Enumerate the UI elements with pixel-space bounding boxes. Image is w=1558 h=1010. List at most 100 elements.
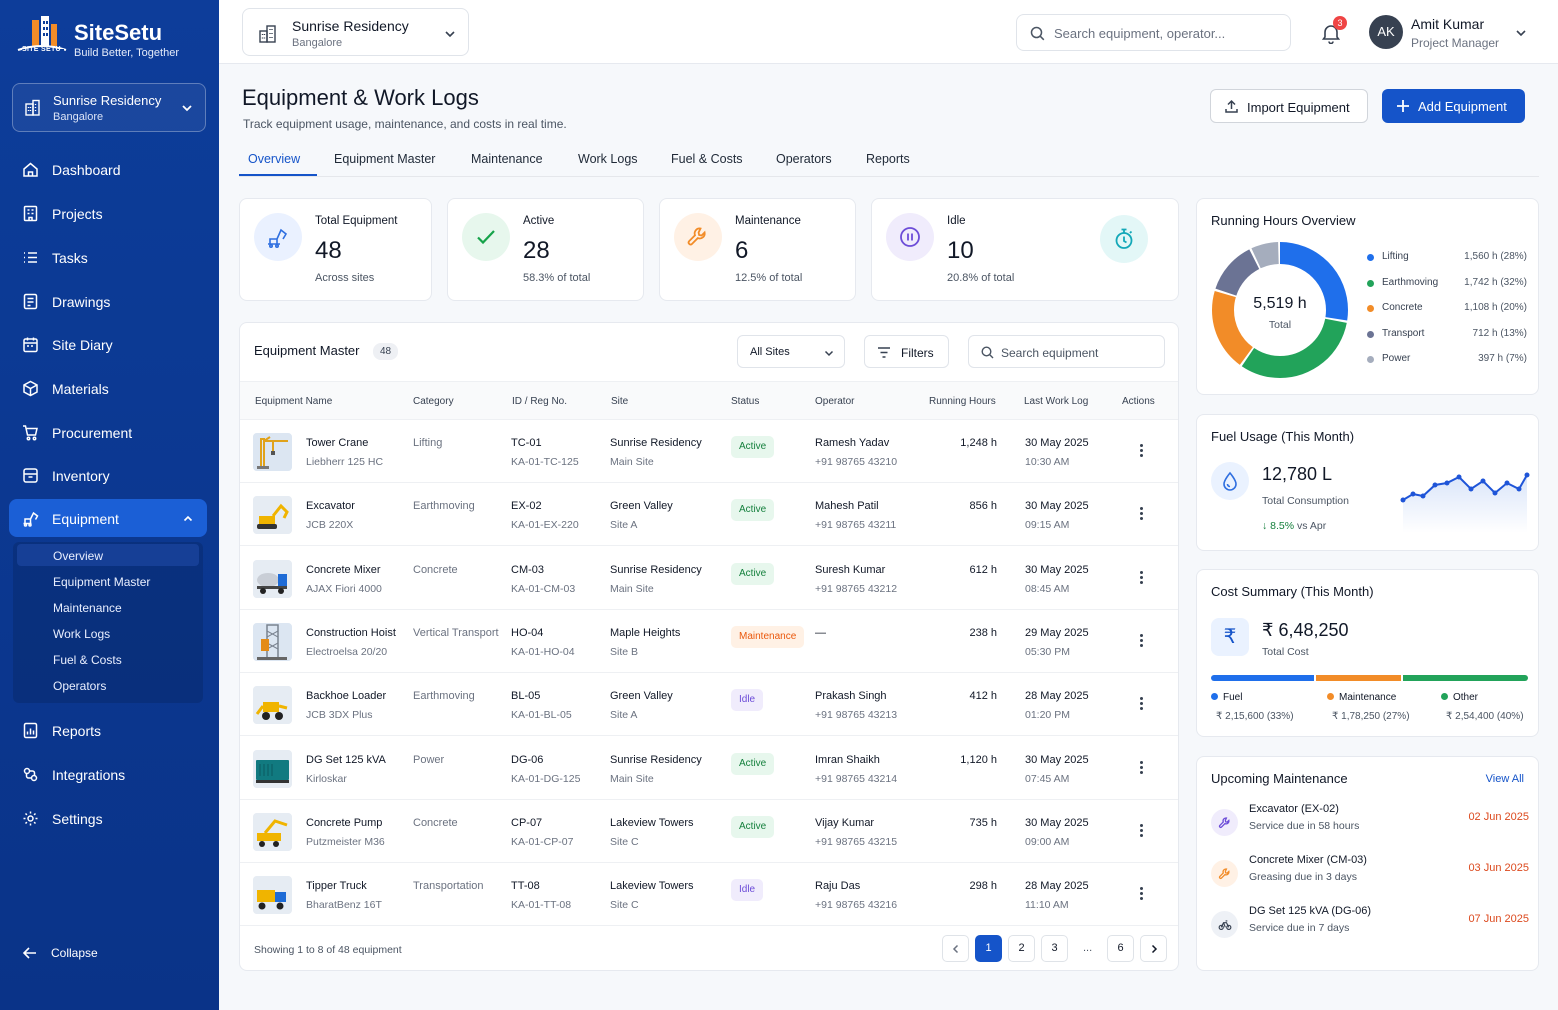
tab-maintenance[interactable]: Maintenance	[471, 152, 543, 166]
pagination-next[interactable]	[1140, 935, 1167, 962]
sidebar-item-dashboard[interactable]: Dashboard	[9, 150, 207, 188]
operator-name: Imran Shaikh	[815, 753, 880, 766]
equipment-name[interactable]: Tipper Truck	[306, 880, 367, 893]
col-header[interactable]: Running Hours	[929, 396, 996, 407]
sidebar-item-equipment[interactable]: Equipment	[9, 499, 207, 537]
maintenance-item[interactable]: DG Set 125 kVA (DG-06) Service due in 7 …	[1211, 905, 1529, 943]
col-header[interactable]: Status	[731, 396, 760, 407]
col-header[interactable]: Equipment Name	[255, 396, 333, 407]
project-selector[interactable]: Sunrise Residency Bangalore	[12, 83, 206, 132]
more-actions-icon[interactable]	[1136, 442, 1146, 462]
equipment-name[interactable]: Backhoe Loader	[306, 690, 387, 703]
table-row[interactable]: Tower Crane Liebherr 125 HC Lifting TC-0…	[240, 420, 1178, 483]
more-actions-icon[interactable]	[1136, 505, 1146, 525]
last-log-time: 10:30 AM	[1025, 456, 1070, 468]
pause-icon	[900, 227, 920, 247]
equipment-name[interactable]: Tower Crane	[306, 437, 369, 449]
subnav-operators[interactable]: Operators	[17, 674, 199, 696]
sidebar-item-materials[interactable]: Materials	[9, 369, 207, 407]
equipment-id: BL-05	[511, 690, 541, 703]
col-header[interactable]: ID / Reg No.	[512, 396, 568, 407]
equipment-name[interactable]: Concrete Pump	[306, 816, 383, 829]
sidebar-item-label: Drawings	[52, 294, 111, 310]
sidebar-item-site-diary[interactable]: Site Diary	[9, 325, 207, 363]
subnav-maintenance[interactable]: Maintenance	[17, 596, 199, 618]
table-row[interactable]: Backhoe Loader JCB 3DX Plus Earthmoving …	[240, 673, 1178, 737]
avatar[interactable]: AK	[1369, 15, 1403, 49]
logo-mark-icon	[17, 16, 67, 59]
equipment-id: EX-02	[511, 500, 542, 513]
more-actions-icon[interactable]	[1136, 632, 1146, 652]
more-actions-icon[interactable]	[1136, 695, 1146, 715]
maintenance-date: 03 Jun 2025	[1468, 862, 1529, 874]
chevron-down-icon	[445, 31, 455, 38]
tab-fuel-costs[interactable]: Fuel & Costs	[671, 152, 743, 166]
logo[interactable]: SITE SETU SiteSetu Build Better, Togethe…	[14, 14, 214, 64]
col-header[interactable]: Operator	[815, 396, 855, 407]
col-header[interactable]: Last Work Log	[1024, 396, 1089, 407]
sidebar-item-integrations[interactable]: Integrations	[9, 755, 207, 793]
equipment-name[interactable]: Construction Hoist	[306, 626, 396, 639]
legend-value: 1,108 h (20%)	[1464, 302, 1527, 313]
equipment-subsite: Site A	[610, 709, 638, 722]
sidebar-item-inventory[interactable]: Inventory	[9, 456, 207, 494]
table-search-input[interactable]	[1001, 344, 1159, 361]
pagination-prev[interactable]	[942, 935, 969, 962]
tab-equipment-master[interactable]: Equipment Master	[334, 152, 436, 166]
subnav-equipment-master[interactable]: Equipment Master	[17, 570, 199, 592]
subnav-work-logs[interactable]: Work Logs	[17, 622, 199, 644]
add-equipment-button[interactable]: Add Equipment	[1382, 89, 1525, 123]
pagination-page-2[interactable]: 2	[1008, 935, 1035, 962]
site-filter-select[interactable]: All Sites	[737, 335, 845, 368]
search-icon	[1030, 26, 1045, 41]
table-row[interactable]: DG Set 125 kVA Kirloskar Power DG-06 KA-…	[240, 737, 1178, 800]
sidebar-item-projects[interactable]: Projects	[9, 194, 207, 232]
status-badge: Idle	[731, 879, 764, 902]
tab-work-logs[interactable]: Work Logs	[578, 152, 638, 166]
more-actions-icon[interactable]	[1136, 759, 1146, 779]
tab-reports[interactable]: Reports	[866, 152, 910, 166]
operator-phone: +91 98765 43216	[815, 899, 898, 912]
maintenance-item[interactable]: Concrete Mixer (CM-03) Greasing due in 3…	[1211, 854, 1529, 892]
maintenance-item[interactable]: Excavator (EX-02) Service due in 58 hour…	[1211, 803, 1529, 841]
equipment-id: TT-08	[511, 880, 540, 893]
equipment-name[interactable]: Excavator	[306, 500, 355, 513]
tab-operators[interactable]: Operators	[776, 152, 832, 166]
filters-button[interactable]: Filters	[864, 335, 949, 368]
pagination-page-1[interactable]: 1	[975, 935, 1002, 962]
sidebar-item-drawings[interactable]: Drawings	[9, 282, 207, 320]
table-row[interactable]: Concrete Pump Putzmeister M36 Concrete C…	[240, 800, 1178, 863]
tab-overview[interactable]: Overview	[248, 152, 301, 166]
legend-dot	[1367, 254, 1374, 261]
sidebar-item-procurement[interactable]: Procurement	[9, 413, 207, 451]
more-actions-icon[interactable]	[1136, 822, 1146, 842]
equipment-category: Transportation	[413, 880, 484, 893]
legend-dot	[1327, 693, 1334, 700]
subnav-fuel-costs[interactable]: Fuel & Costs	[17, 648, 199, 670]
col-header[interactable]: Site	[611, 396, 629, 407]
last-log-date: 30 May 2025	[1025, 563, 1089, 576]
import-equipment-button[interactable]: Import Equipment	[1210, 89, 1368, 123]
pagination-page-3[interactable]: 3	[1041, 935, 1068, 962]
global-search-input[interactable]	[1054, 23, 1279, 43]
table-row[interactable]: Tipper Truck BharatBenz 16T Transportati…	[240, 863, 1178, 927]
status-badge: Active	[731, 562, 775, 585]
donut-total: 5,519 h	[1253, 295, 1307, 312]
subnav-overview[interactable]: Overview	[17, 544, 199, 566]
sidebar-item-tasks[interactable]: Tasks	[9, 238, 207, 276]
view-all-link[interactable]: View All	[1485, 773, 1524, 785]
site-selector[interactable]: Sunrise Residency Bangalore	[242, 8, 469, 56]
sidebar-item-settings[interactable]: Settings	[9, 799, 207, 837]
col-header[interactable]: Category	[413, 396, 454, 407]
equipment-name[interactable]: Concrete Mixer	[306, 563, 381, 576]
pagination-page-6[interactable]: 6	[1107, 935, 1134, 962]
equipment-name[interactable]: DG Set 125 kVA	[306, 753, 386, 766]
table-row[interactable]: Concrete Mixer AJAX Fiori 4000 Concrete …	[240, 547, 1178, 610]
more-actions-icon[interactable]	[1136, 569, 1146, 589]
more-actions-icon[interactable]	[1136, 885, 1146, 905]
table-row[interactable]: Excavator JCB 220X Earthmoving EX-02 KA-…	[240, 483, 1178, 547]
sidebar-item-reports[interactable]: Reports	[9, 711, 207, 749]
chevron-down-icon[interactable]	[1515, 27, 1527, 39]
table-row[interactable]: Construction Hoist Electroelsa 20/20 Ver…	[240, 610, 1178, 673]
collapse-button[interactable]: Collapse	[22, 945, 98, 964]
